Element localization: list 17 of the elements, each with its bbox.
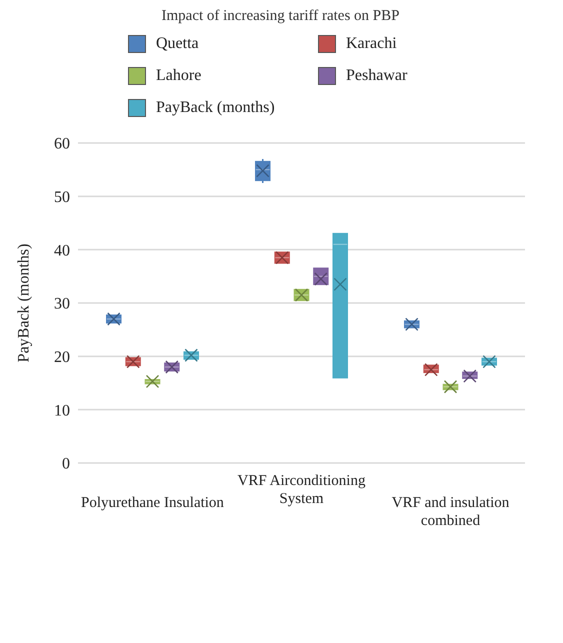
y-tick-label: 50 xyxy=(54,189,70,206)
legend-label: Lahore xyxy=(156,67,202,85)
y-tick-label: 60 xyxy=(54,136,70,153)
legend-label: PayBack (months) xyxy=(156,99,275,117)
chart-title: Impact of increasing tariff rates on PBP xyxy=(160,8,400,25)
y-axis-title: PayBack (months) xyxy=(16,244,33,362)
legend-label: Peshawar xyxy=(346,67,408,85)
x-tick-label: Polyurethane Insulation xyxy=(81,495,224,511)
legend-label: Karachi xyxy=(346,35,397,53)
y-tick-label: 0 xyxy=(62,456,70,473)
legend-label: Quetta xyxy=(156,35,199,53)
x-tick-label: VRF Airconditioning System xyxy=(238,473,366,507)
y-tick-label: 40 xyxy=(54,242,70,260)
y-tick-label: 30 xyxy=(54,296,70,313)
x-tick-label: VRF and insulation combined xyxy=(392,495,510,529)
y-tick-label: 10 xyxy=(54,402,70,420)
y-tick-label: 20 xyxy=(54,349,70,366)
